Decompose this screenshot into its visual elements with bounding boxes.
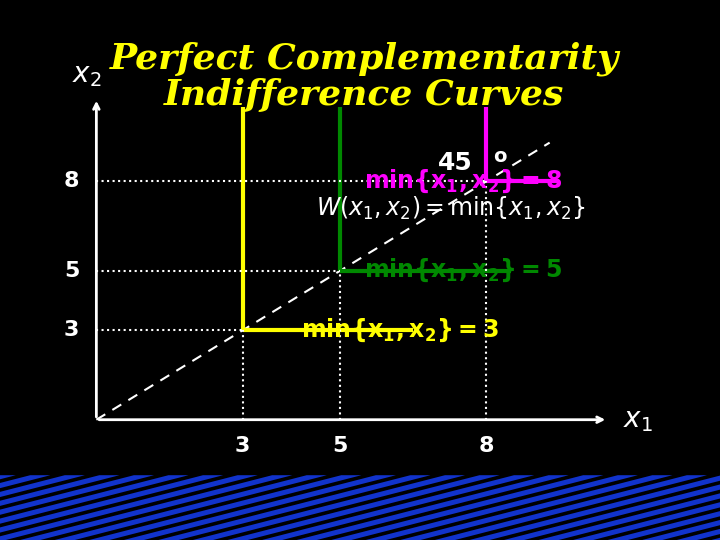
Polygon shape: [158, 475, 431, 540]
Text: $W(x_1,x_2) = \min\{x_1,x_2\}$: $W(x_1,x_2) = \min\{x_1,x_2\}$: [315, 194, 585, 222]
Polygon shape: [504, 475, 720, 540]
Text: 8: 8: [64, 171, 79, 191]
Text: o: o: [494, 147, 507, 166]
Polygon shape: [400, 475, 672, 540]
Text: 3: 3: [235, 436, 251, 456]
Text: 5: 5: [333, 436, 348, 456]
Text: $\mathbf{min\{x_1,x_2\} = 5}$: $\mathbf{min\{x_1,x_2\} = 5}$: [364, 257, 562, 285]
Polygon shape: [677, 475, 720, 540]
Polygon shape: [0, 475, 16, 540]
Text: $\mathbf{min\{x_1,x_2\} = 8}$: $\mathbf{min\{x_1,x_2\} = 8}$: [364, 168, 562, 195]
Polygon shape: [228, 475, 500, 540]
Polygon shape: [55, 475, 327, 540]
Polygon shape: [0, 475, 50, 540]
Text: $x_1$: $x_1$: [623, 406, 652, 434]
Polygon shape: [711, 475, 720, 540]
Polygon shape: [435, 475, 707, 540]
Text: 45: 45: [438, 151, 472, 176]
Text: Indifference Curves: Indifference Curves: [164, 78, 564, 112]
Polygon shape: [262, 475, 534, 540]
Polygon shape: [366, 475, 638, 540]
Polygon shape: [193, 475, 465, 540]
Polygon shape: [469, 475, 720, 540]
Polygon shape: [0, 475, 120, 540]
Polygon shape: [0, 475, 85, 540]
Text: 3: 3: [64, 320, 79, 340]
Polygon shape: [0, 475, 189, 540]
Polygon shape: [0, 475, 223, 540]
Polygon shape: [89, 475, 361, 540]
Polygon shape: [297, 475, 569, 540]
Polygon shape: [573, 475, 720, 540]
Text: $\mathbf{min\{x_1,x_2\} = 3}$: $\mathbf{min\{x_1,x_2\} = 3}$: [301, 316, 499, 344]
Polygon shape: [539, 475, 720, 540]
Text: 8: 8: [479, 436, 494, 456]
Text: Perfect Complementarity: Perfect Complementarity: [110, 42, 619, 77]
Polygon shape: [608, 475, 720, 540]
Polygon shape: [0, 475, 258, 540]
Polygon shape: [20, 475, 292, 540]
Polygon shape: [124, 475, 396, 540]
Text: $x_2$: $x_2$: [72, 61, 102, 89]
Polygon shape: [642, 475, 720, 540]
Polygon shape: [0, 475, 154, 540]
Text: 5: 5: [64, 261, 79, 281]
Polygon shape: [331, 475, 603, 540]
